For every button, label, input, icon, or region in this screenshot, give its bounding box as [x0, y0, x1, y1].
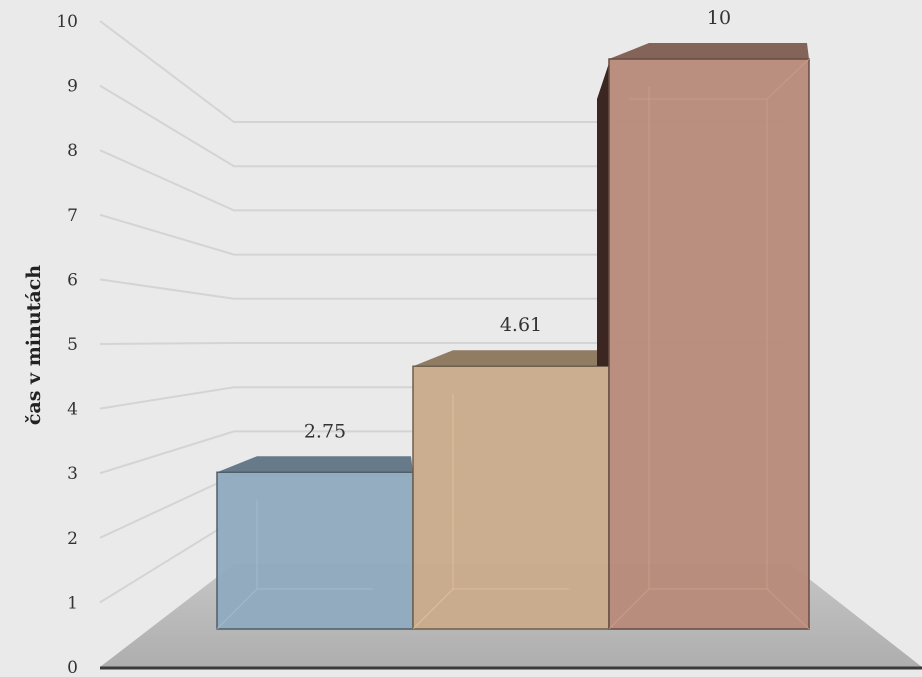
bar-front [216, 471, 414, 630]
y-tick-label: 6 [67, 270, 78, 290]
y-tick-label: 9 [67, 77, 78, 97]
bar-1 [216, 456, 414, 630]
bar-top [217, 456, 413, 473]
data-label: 4.61 [500, 314, 542, 336]
y-tick-label: 4 [67, 400, 78, 420]
bar-2 [412, 350, 610, 630]
y-tick-label: 7 [67, 206, 78, 226]
y-tick-label: 3 [67, 464, 78, 484]
y-tick-label: 2 [67, 529, 78, 549]
bar-front [608, 58, 810, 630]
bar-edge [766, 588, 810, 630]
bar-top [413, 350, 609, 367]
bar-top [609, 43, 809, 59]
y-tick-label: 0 [67, 658, 78, 677]
y-tick-label: 8 [67, 141, 78, 161]
data-label: 10 [707, 7, 731, 29]
y-axis-title: čas v minutách [23, 265, 45, 425]
bar-side [597, 63, 609, 366]
y-tick-label: 1 [67, 593, 78, 613]
bar-3 [597, 43, 810, 630]
y-tick-label: 5 [67, 335, 78, 355]
data-label: 2.75 [304, 420, 346, 442]
y-tick-label: 10 [56, 12, 78, 32]
bar-front [412, 365, 610, 630]
